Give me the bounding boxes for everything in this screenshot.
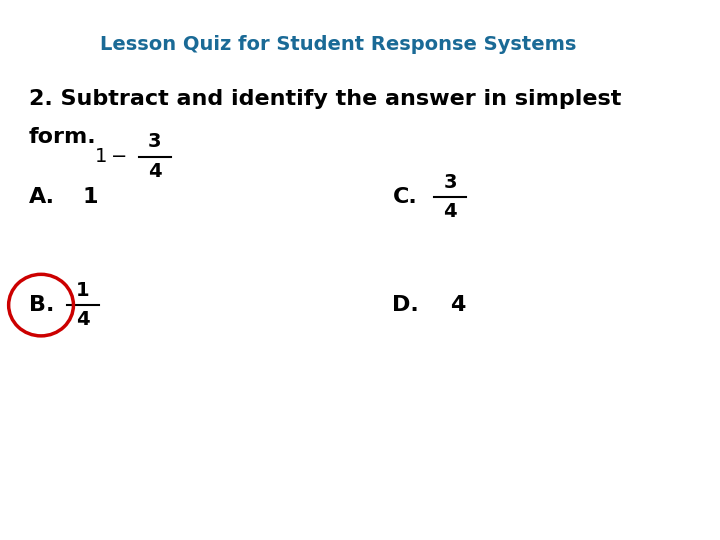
Text: 4: 4 bbox=[76, 310, 89, 329]
Text: form.: form. bbox=[29, 127, 96, 147]
Text: 3: 3 bbox=[444, 173, 456, 192]
Text: B.: B. bbox=[29, 295, 54, 315]
Text: 4: 4 bbox=[444, 202, 456, 221]
Text: 4: 4 bbox=[450, 295, 465, 315]
Text: A.: A. bbox=[29, 187, 55, 207]
Text: D.: D. bbox=[392, 295, 419, 315]
Text: 4: 4 bbox=[148, 162, 161, 181]
Text: 1: 1 bbox=[83, 187, 99, 207]
Text: 2. Subtract and identify the answer in simplest: 2. Subtract and identify the answer in s… bbox=[29, 89, 621, 109]
Text: Lesson Quiz for Student Response Systems: Lesson Quiz for Student Response Systems bbox=[100, 35, 577, 54]
Text: 1: 1 bbox=[76, 281, 89, 300]
Text: 3: 3 bbox=[148, 132, 161, 151]
Text: $1-$: $1-$ bbox=[94, 147, 126, 166]
Text: C.: C. bbox=[392, 187, 417, 207]
